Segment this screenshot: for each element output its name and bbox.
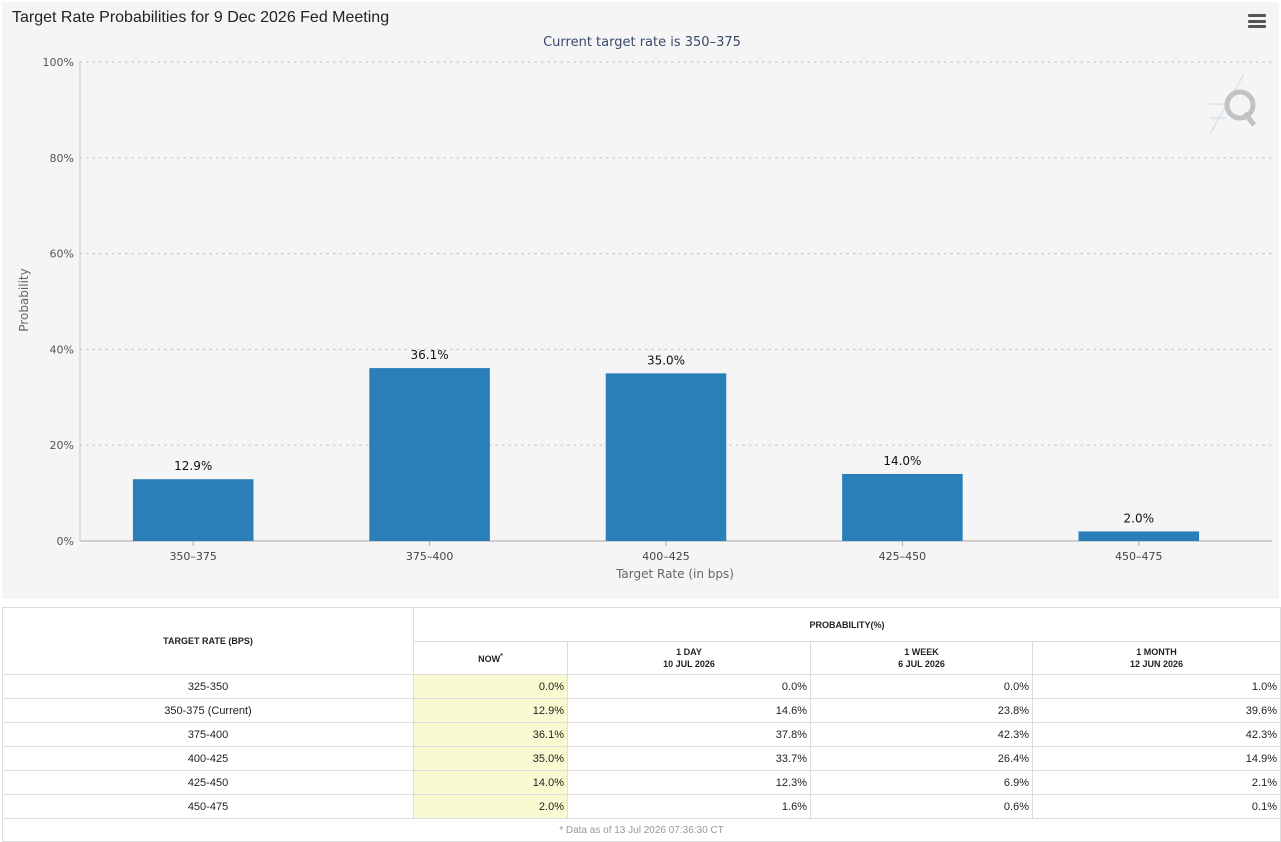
probability-cell: 0.0% bbox=[810, 674, 1033, 699]
bar-data-label: 2.0% bbox=[1124, 511, 1155, 525]
grid-layer: 0% 20% 40% 60% 80% 100% bbox=[43, 56, 1273, 548]
y-tick-label: 80% bbox=[50, 152, 74, 165]
col-header-1-day: 1 DAY 10 JUL 2026 bbox=[567, 641, 811, 675]
probability-cell: 0.6% bbox=[810, 794, 1033, 819]
probability-cell: 0.0% bbox=[567, 674, 811, 699]
data-timestamp-note: * Data as of 13 Jul 2026 07:36:30 CT bbox=[2, 818, 1281, 842]
now-asterisk: * bbox=[500, 653, 503, 660]
probability-cell: 0.1% bbox=[1032, 794, 1281, 819]
rate-cell: 400-425 bbox=[2, 746, 414, 771]
bar-data-label: 35.0% bbox=[647, 353, 685, 367]
bar-chart: Current target rate is 350–375 Probabili… bbox=[17, 35, 1273, 581]
col-header-1-month: 1 MONTH 12 JUN 2026 bbox=[1032, 641, 1281, 675]
probability-cell: 2.0% bbox=[413, 794, 568, 819]
probability-cell: 12.3% bbox=[567, 770, 811, 795]
col-header-1-week: 1 WEEK 6 JUL 2026 bbox=[810, 641, 1033, 675]
probability-cell: 14.6% bbox=[567, 698, 811, 723]
bar-data-label: 12.9% bbox=[174, 459, 212, 473]
y-tick-label: 0% bbox=[57, 535, 74, 548]
rate-cell: 325-350 bbox=[2, 674, 414, 699]
rate-cell: 375-400 bbox=[2, 722, 414, 747]
table-row: 400-425 35.0% 33.7% 26.4% 14.9% bbox=[2, 746, 1281, 771]
probability-cell: 23.8% bbox=[810, 698, 1033, 723]
chart-panel: Target Rate Probabilities for 9 Dec 2026… bbox=[2, 2, 1279, 599]
x-tick-label: 425–450 bbox=[879, 550, 927, 563]
bar[interactable] bbox=[842, 473, 963, 541]
x-tick-label: 375–400 bbox=[406, 550, 454, 563]
probability-cell: 42.3% bbox=[1032, 722, 1281, 747]
probability-cell: 26.4% bbox=[810, 746, 1033, 771]
rate-cell: 425-450 bbox=[2, 770, 414, 795]
probability-cell: 1.0% bbox=[1032, 674, 1281, 699]
probability-cell: 1.6% bbox=[567, 794, 811, 819]
table-row: 450-475 2.0% 1.6% 0.6% 0.1% bbox=[2, 794, 1281, 819]
bar[interactable] bbox=[605, 373, 727, 541]
probability-cell: 39.6% bbox=[1032, 698, 1281, 723]
y-tick-label: 20% bbox=[50, 439, 74, 452]
x-tick-label: 400–425 bbox=[642, 550, 690, 563]
probability-cell: 33.7% bbox=[567, 746, 811, 771]
probability-cell: 35.0% bbox=[413, 746, 568, 771]
rate-cell: 450-475 bbox=[2, 794, 414, 819]
y-axis-label: Probability bbox=[17, 268, 31, 331]
x-tick-label: 450–475 bbox=[1115, 550, 1163, 563]
probability-header: PROBABILITY(%) bbox=[413, 607, 1281, 642]
bar[interactable] bbox=[132, 479, 254, 541]
x-tick-label: 350–375 bbox=[169, 550, 217, 563]
bar-layer bbox=[132, 368, 1200, 541]
table-row: 325-350 0.0% 0.0% 0.0% 1.0% bbox=[2, 674, 1281, 699]
probability-cell: 42.3% bbox=[810, 722, 1033, 747]
target-rate-header: TARGET RATE (BPS) bbox=[2, 607, 414, 675]
bar-data-label: 14.0% bbox=[883, 454, 921, 468]
chart-title: Target Rate Probabilities for 9 Dec 2026… bbox=[12, 9, 390, 26]
probability-cell: 6.9% bbox=[810, 770, 1033, 795]
table-row: 425-450 14.0% 12.3% 6.9% 2.1% bbox=[2, 770, 1281, 795]
watermark-logo bbox=[1208, 73, 1256, 135]
probability-cell: 36.1% bbox=[413, 722, 568, 747]
probability-cell: 2.1% bbox=[1032, 770, 1281, 795]
probability-table: TARGET RATE (BPS) PROBABILITY(%) NOW* 1 … bbox=[2, 607, 1281, 842]
x-axis-label: Target Rate (in bps) bbox=[615, 567, 734, 581]
bar[interactable] bbox=[369, 368, 490, 541]
hamburger-menu-icon[interactable] bbox=[1248, 14, 1266, 28]
table-row: 375-400 36.1% 37.8% 42.3% 42.3% bbox=[2, 722, 1281, 747]
probability-cell: 12.9% bbox=[413, 698, 568, 723]
rate-cell: 350-375 (Current) bbox=[2, 698, 414, 723]
column-header-row: NOW* 1 DAY 10 JUL 2026 1 WEEK 6 JUL 2026 1… bbox=[3, 641, 1281, 675]
bar-data-label: 36.1% bbox=[411, 348, 449, 362]
label-layer: 12.9% 350–375 36.1% 375–400 35.0% 400–425 14.0… bbox=[169, 348, 1162, 563]
probability-cell: 14.0% bbox=[413, 770, 568, 795]
col-header-now: NOW* bbox=[413, 641, 568, 675]
probability-cell: 14.9% bbox=[1032, 746, 1281, 771]
chart-subtitle: Current target rate is 350–375 bbox=[543, 35, 741, 50]
bar[interactable] bbox=[1078, 531, 1200, 541]
probability-cell: 0.0% bbox=[413, 674, 568, 699]
y-tick-label: 60% bbox=[50, 248, 74, 261]
y-tick-label: 100% bbox=[43, 56, 74, 69]
y-tick-label: 40% bbox=[50, 343, 74, 356]
probability-cell: 37.8% bbox=[567, 722, 811, 747]
table-row: 350-375 (Current) 12.9% 14.6% 23.8% 39.6% bbox=[2, 698, 1281, 723]
